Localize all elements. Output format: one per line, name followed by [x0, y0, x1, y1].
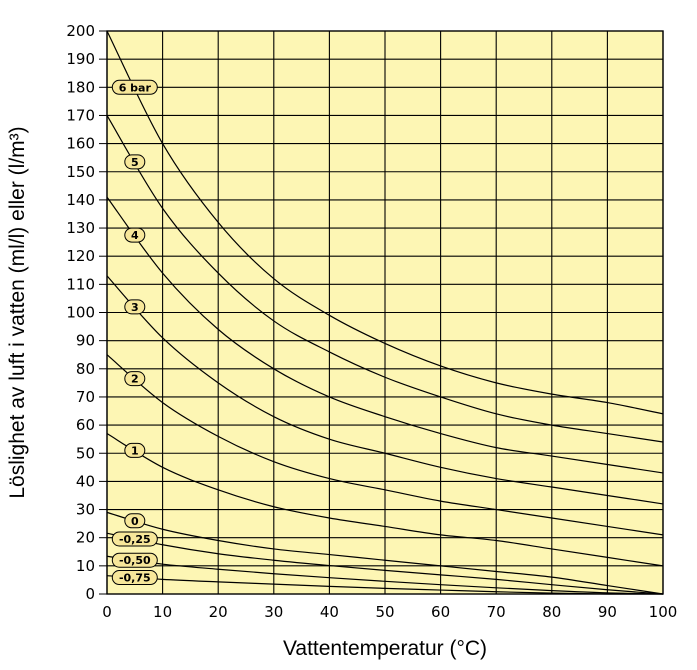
y-tick-label: 100: [66, 304, 95, 322]
curve-label: 0: [131, 515, 139, 528]
curve-5: [106, 115, 664, 443]
badge-background: [124, 299, 146, 315]
y-tick-label: 130: [66, 219, 95, 237]
curve-label-badge: -0,25: [111, 531, 158, 547]
y-tick-label: 50: [76, 444, 95, 462]
x-tick-label: 0: [102, 603, 112, 621]
x-tick-label: 60: [431, 603, 450, 621]
curve-2: [106, 354, 664, 536]
curve-label-badge: 2: [124, 371, 146, 387]
curve-4: [106, 196, 664, 474]
x-tick-label: 80: [542, 603, 561, 621]
curve-0-25: [106, 532, 664, 595]
badge-background: [124, 442, 146, 458]
curve-label: 3: [131, 301, 139, 314]
curve-label: -0,50: [119, 554, 151, 567]
y-tick-label: 20: [76, 529, 95, 547]
curve-label: 1: [131, 444, 139, 457]
y-tick-label: 0: [85, 585, 95, 603]
y-tick-label: 70: [76, 388, 95, 406]
x-tick-label: 100: [649, 603, 678, 621]
y-tick-label: 120: [66, 247, 95, 265]
curve-label: 5: [131, 156, 139, 169]
curve-label-badge: -0,75: [111, 570, 158, 586]
y-tick-label: 170: [66, 106, 95, 124]
badge-background: [111, 570, 158, 586]
curve-1: [106, 433, 664, 567]
curve-label: 6 bar: [119, 81, 152, 94]
badge-background: [124, 513, 146, 529]
curve-0: [106, 511, 664, 595]
curve-label-badge: 6 bar: [111, 79, 158, 95]
y-tick-label: 10: [76, 557, 95, 575]
curve-6-bar: [106, 30, 664, 415]
curve-label-badge: -0,50: [111, 552, 158, 568]
badge-background: [111, 531, 158, 547]
x-tick-label: 10: [153, 603, 172, 621]
curve-label: 2: [131, 373, 139, 386]
y-tick-label: 110: [66, 275, 95, 293]
x-tick-label: 90: [598, 603, 617, 621]
y-tick-label: 150: [66, 163, 95, 181]
curve-3: [106, 275, 664, 505]
badge-background: [124, 227, 146, 243]
x-tick-label: 50: [375, 603, 394, 621]
curve-label: -0,25: [119, 533, 151, 546]
y-tick-label: 200: [66, 22, 95, 40]
y-tick-label: 190: [66, 50, 95, 68]
x-tick-labels: 0 10 20 30 40 50 60 70 80 90 100: [102, 603, 677, 621]
y-tick-label: 140: [66, 191, 95, 209]
curve-label-badge: 1: [124, 442, 146, 458]
x-tick-label: 30: [264, 603, 283, 621]
x-axis-title: Vattentemperatur (°C): [283, 637, 487, 660]
y-tick-labels: 0 10 20 30 40 50 60 70 80 90 100 110 120 130 140 150 160…: [66, 22, 107, 603]
y-tick-label: 60: [76, 416, 95, 434]
curve-labels: 6 bar 5 4 3 2 1 0 -0,25 -0,50 -0,75: [111, 79, 158, 586]
curve-label: -0,75: [119, 572, 151, 585]
badge-background: [124, 154, 146, 170]
x-tick-label: 70: [487, 603, 506, 621]
curve-label-badge: 5: [124, 154, 146, 170]
y-tick-label: 80: [76, 360, 95, 378]
curve-label: 4: [131, 229, 139, 242]
curve-label-badge: 0: [124, 513, 146, 529]
badge-background: [111, 552, 158, 568]
badge-background: [111, 79, 158, 95]
y-tick-label: 90: [76, 332, 95, 350]
curve-label-badge: 4: [124, 227, 146, 243]
y-tick-label: 40: [76, 472, 95, 490]
y-axis-title: Löslighet av luft i vatten (ml/l) eller …: [6, 126, 29, 498]
y-tick-label: 30: [76, 501, 95, 519]
x-tick-label: 40: [320, 603, 339, 621]
grid-lines: [106, 30, 664, 595]
curve-0-50: [106, 555, 664, 595]
badge-background: [124, 371, 146, 387]
x-tick-label: 20: [209, 603, 228, 621]
curve-label-badge: 3: [124, 299, 146, 315]
y-tick-label: 160: [66, 135, 95, 153]
y-tick-label: 180: [66, 78, 95, 96]
